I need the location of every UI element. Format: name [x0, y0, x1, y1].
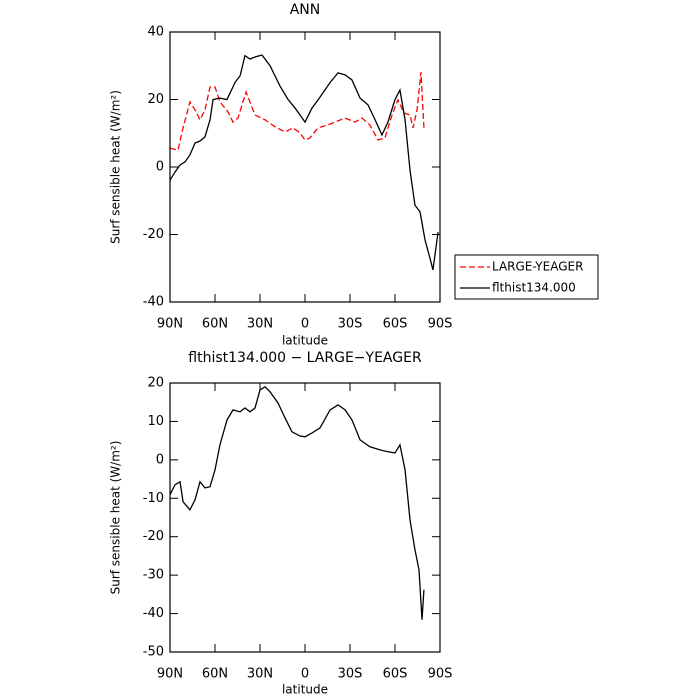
y-tick-label: 20 [147, 92, 164, 107]
x-tick-label: 30S [338, 317, 363, 332]
plot-frame [169, 382, 441, 653]
x-tick-label: 90N [157, 667, 183, 682]
legend-label: flthist134.000 [492, 281, 576, 295]
y-tick-label: 10 [147, 414, 164, 429]
y-tick-label: 0 [156, 160, 164, 175]
y-tick-label: 40 [147, 25, 164, 40]
x-tick-label: 0 [301, 317, 309, 332]
y-tick-label: -50 [143, 645, 164, 660]
y-tick-label: -40 [143, 606, 164, 621]
y-tick-label: -20 [143, 227, 164, 242]
x-tick-label: 90N [157, 317, 183, 332]
x-tick-label: 60S [383, 317, 408, 332]
y-tick-label: 20 [147, 376, 164, 391]
x-tick-label: 90S [428, 667, 453, 682]
y-tick-label: -20 [143, 529, 164, 544]
x-axis-label: latitude [282, 683, 328, 697]
y-tick-label: -10 [143, 491, 164, 506]
x-tick-label: 30N [247, 667, 273, 682]
x-tick-label: 30N [247, 317, 273, 332]
x-tick-label: 60N [202, 667, 228, 682]
y-axis-label: Surf sensible heat (W/m²) [109, 441, 123, 595]
x-tick-label: 90S [428, 317, 453, 332]
plot-frame [169, 31, 441, 303]
chart-title: ANN [290, 2, 321, 18]
x-axis-label: latitude [282, 334, 328, 348]
legend-box [454, 254, 599, 300]
legend-label: LARGE-YEAGER [492, 260, 583, 274]
data-line [169, 54, 439, 271]
chart-title: flthist134.000 − LARGE−YEAGER [188, 350, 422, 366]
y-tick-label: -40 [143, 295, 164, 310]
y-tick-label: -30 [143, 568, 164, 583]
data-line [169, 386, 425, 620]
y-tick-label: 0 [156, 452, 164, 467]
y-axis-label: Surf sensible heat (W/m²) [109, 90, 123, 244]
x-tick-label: 60S [383, 667, 408, 682]
x-tick-label: 30S [338, 667, 363, 682]
x-tick-label: 0 [301, 667, 309, 682]
data-line [169, 72, 425, 151]
x-tick-label: 60N [202, 317, 228, 332]
